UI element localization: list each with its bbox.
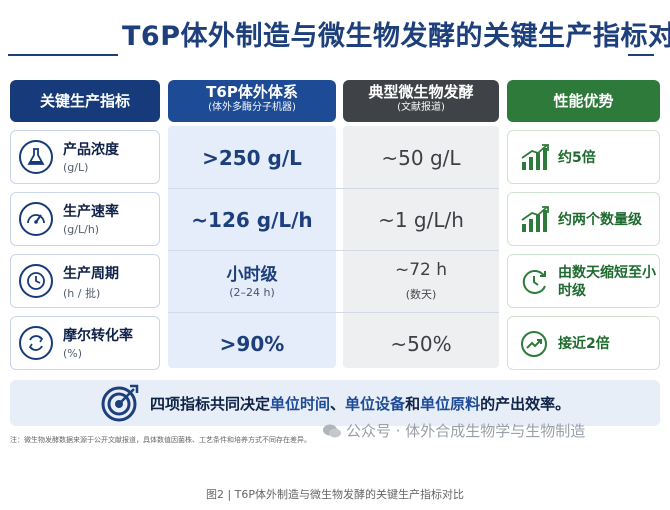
- recycle-icon: [19, 326, 53, 360]
- summary-banner: 四项指标共同决定 单位时间、单位设备和单位原料 的产出效率。: [10, 380, 660, 426]
- typical-value: ~72 h: [394, 260, 448, 280]
- typical-value: ~50 g/L: [381, 146, 461, 170]
- indicator-unit: (g/L): [63, 161, 89, 174]
- t6p-value: >90%: [219, 332, 285, 356]
- header-indicator: 关键生产指标: [10, 80, 160, 122]
- summary-highlight-equipment: 单位设备: [345, 394, 406, 413]
- summary-highlight-feedstock: 单位原料: [420, 394, 481, 413]
- header-typical-title: 典型微生物发酵: [368, 83, 474, 101]
- advantage-text: 由数天缩短至小时级: [558, 265, 656, 299]
- indicator-name: 生产速率: [63, 204, 119, 220]
- wechat-icon: [323, 424, 341, 437]
- indicator-unit: (g/L/h): [63, 223, 100, 236]
- row-indicator-cycle: 生产周期 (h / 批): [10, 254, 160, 308]
- indicator-name: 生产周期: [63, 266, 119, 282]
- page-title: T6P体外制造与微生物发酵的关键生产指标对比: [122, 21, 670, 52]
- row-indicator-rate: 生产速率 (g/L/h): [10, 192, 160, 246]
- row-divider: [168, 250, 499, 251]
- summary-prefix: 四项指标共同决定: [150, 394, 271, 413]
- t6p-value-sub: (2–24 h): [229, 286, 275, 299]
- header-indicator-label: 关键生产指标: [39, 92, 130, 110]
- bar-growth-icon: [520, 206, 550, 234]
- title-rule-left: [8, 54, 118, 56]
- row-divider: [168, 188, 499, 189]
- t6p-value: ~126 g/L/h: [191, 208, 313, 232]
- header-t6p-title: T6P体外体系: [206, 83, 298, 101]
- target-icon: [100, 383, 140, 423]
- indicator-name: 产品浓度: [63, 142, 119, 158]
- row-indicator-yield: 摩尔转化率 (%): [10, 316, 160, 370]
- t6p-value: >250 g/L: [202, 146, 302, 170]
- row-indicator-concentration: 产品浓度 (g/L): [10, 130, 160, 184]
- typical-value: ~1 g/L/h: [378, 208, 464, 232]
- bar-growth-icon: [520, 144, 550, 172]
- header-advantage: 性能优势: [507, 80, 660, 122]
- header-typical: 典型微生物发酵 (文献报道): [343, 80, 499, 122]
- t6p-column-bg: [168, 126, 336, 368]
- advantage-text: 约两个数量级: [558, 212, 642, 228]
- header-t6p-subtitle: (体外多酶分子机器): [208, 102, 296, 113]
- typical-column-bg: [343, 126, 499, 368]
- advantage-rate: 约两个数量级: [507, 192, 660, 246]
- summary-separator: 和: [405, 394, 421, 413]
- advantage-text: 约5倍: [558, 150, 596, 166]
- header-t6p: T6P体外体系 (体外多酶分子机器): [168, 80, 336, 122]
- clock-icon: [19, 264, 53, 298]
- typical-value: ~50%: [390, 332, 452, 356]
- clock-arrow-icon: [520, 268, 550, 296]
- t6p-value: 小时级: [226, 265, 278, 285]
- trend-up-icon: [520, 330, 550, 358]
- advantage-yield: 接近2倍: [507, 316, 660, 370]
- watermark-text: 公众号 · 体外合成生物学与生物制造: [346, 422, 586, 440]
- footnote: 注：微生物发酵数据来源于公开文献报道，具体数值因菌株、工艺条件和培养方式不同存在…: [10, 436, 311, 444]
- watermark: 公众号 · 体外合成生物学与生物制造: [322, 420, 585, 441]
- advantage-concentration: 约5倍: [507, 130, 660, 184]
- summary-separator: 、: [330, 394, 346, 413]
- infographic: T6P体外制造与微生物发酵的关键生产指标对比 关键生产指标 T6P体外体系 (体…: [0, 14, 670, 444]
- title-row: T6P体外制造与微生物发酵的关键生产指标对比: [0, 14, 670, 58]
- row-divider: [168, 312, 499, 313]
- speedometer-icon: [19, 202, 53, 236]
- indicator-name: 摩尔转化率: [63, 328, 133, 344]
- indicator-unit: (h / 批): [63, 287, 101, 300]
- summary-suffix: 的产出效率。: [480, 394, 571, 413]
- typical-value-sub: (数天): [405, 288, 437, 301]
- advantage-text: 接近2倍: [558, 336, 610, 352]
- summary-text: 四项指标共同决定 单位时间、单位设备和单位原料 的产出效率。: [150, 380, 570, 426]
- summary-highlight-time: 单位时间: [270, 394, 331, 413]
- header-typical-subtitle: (文献报道): [397, 102, 445, 113]
- title-rule-right: [628, 54, 654, 56]
- header-advantage-label: 性能优势: [553, 92, 614, 110]
- flask-icon: [19, 140, 53, 174]
- figure-caption: 图2 | T6P体外制造与微生物发酵的关键生产指标对比: [205, 488, 465, 501]
- advantage-cycle: 由数天缩短至小时级: [507, 254, 660, 308]
- indicator-unit: (%): [63, 347, 83, 360]
